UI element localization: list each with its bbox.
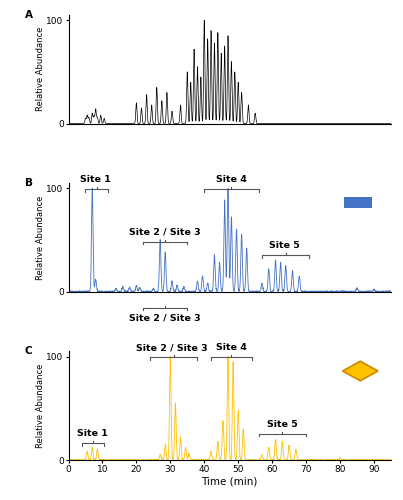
Y-axis label: Relative Abundance: Relative Abundance xyxy=(36,196,45,280)
Polygon shape xyxy=(343,361,378,381)
X-axis label: Time (min): Time (min) xyxy=(202,476,258,486)
Text: A: A xyxy=(25,10,33,20)
Text: Site 2 / Site 3: Site 2 / Site 3 xyxy=(129,228,201,237)
Text: Site 2 / Site 3: Site 2 / Site 3 xyxy=(129,314,201,322)
Text: Site 2 / Site 3: Site 2 / Site 3 xyxy=(136,344,208,352)
FancyBboxPatch shape xyxy=(344,198,372,208)
Y-axis label: Relative Abundance: Relative Abundance xyxy=(36,364,45,448)
Text: Site 1: Site 1 xyxy=(80,176,111,184)
Text: B: B xyxy=(25,178,33,188)
Text: Site 5: Site 5 xyxy=(269,242,299,250)
Text: Site 1: Site 1 xyxy=(77,430,108,438)
Text: C: C xyxy=(25,346,33,356)
Text: Site 4: Site 4 xyxy=(216,344,247,352)
Text: Site 5: Site 5 xyxy=(267,420,298,429)
Y-axis label: Relative Abundance: Relative Abundance xyxy=(36,27,45,112)
Text: Site 4: Site 4 xyxy=(216,176,247,184)
